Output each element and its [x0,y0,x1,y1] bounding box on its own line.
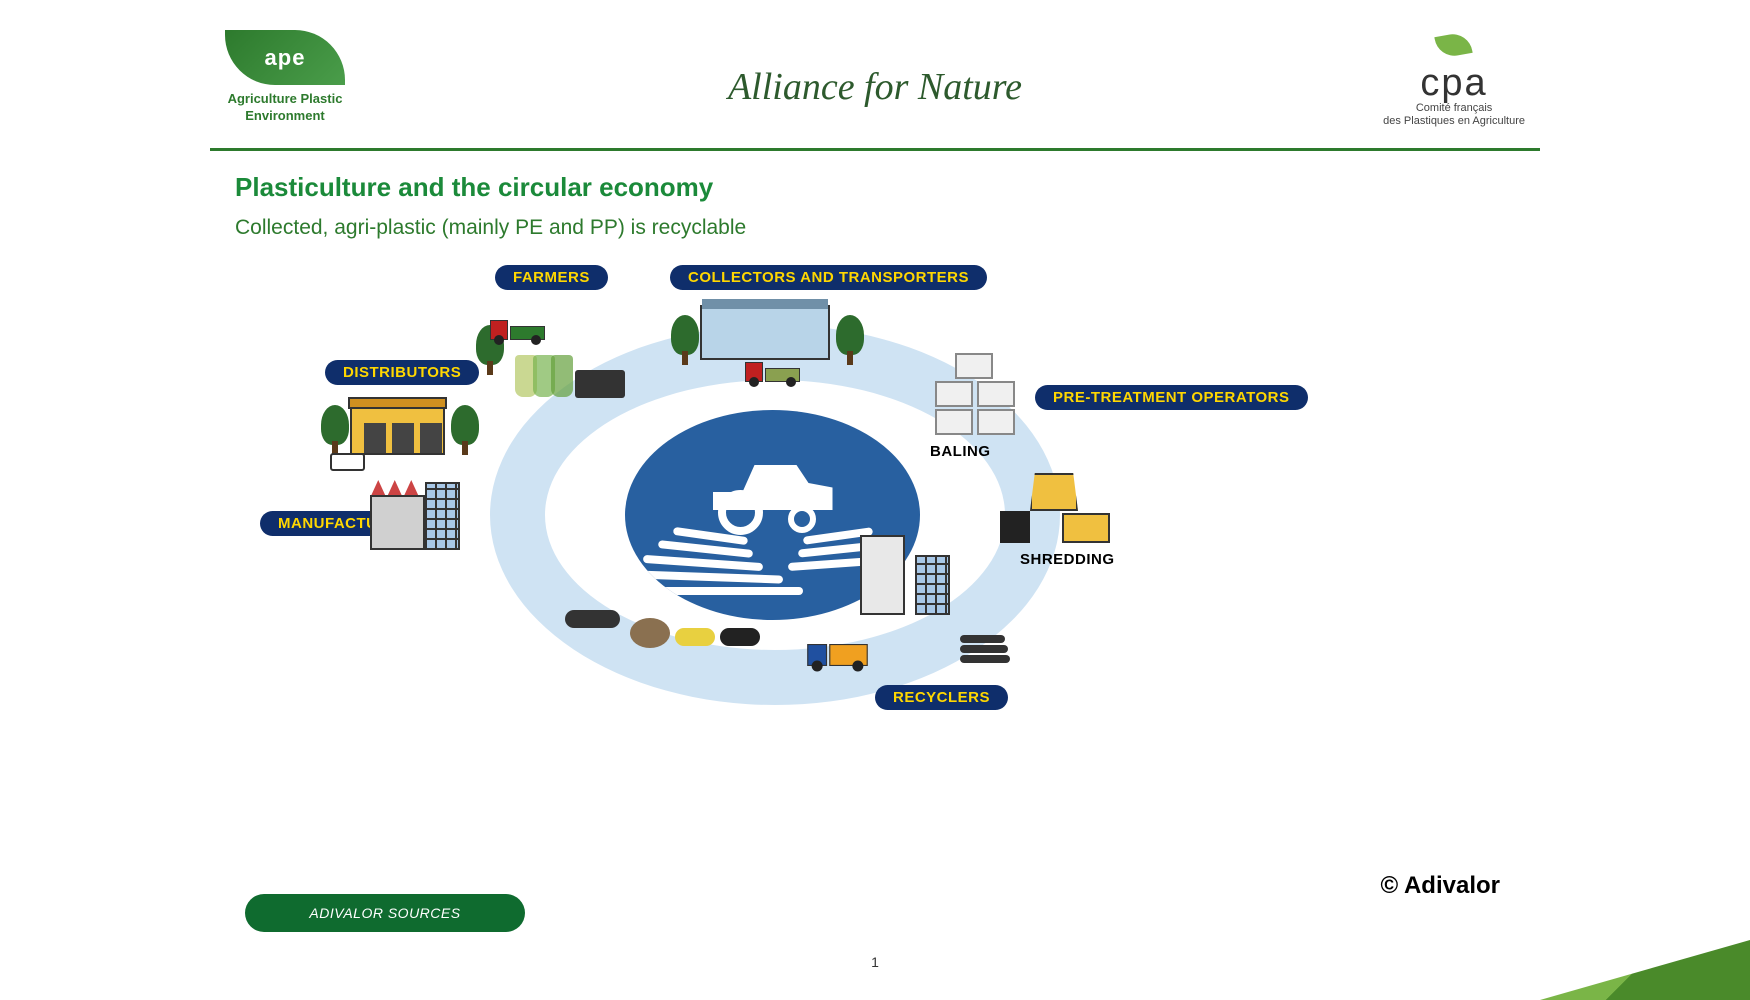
source-pill: ADIVALOR SOURCES [245,894,525,932]
ape-sub-1: Agriculture Plastic [225,91,345,108]
cpa-logo: cpa Comité français des Plastiques en Ag… [1383,30,1525,128]
page-number: 1 [871,954,879,970]
copyright: © Adivalor [1381,872,1500,900]
farmers-icon [480,300,535,330]
cpa-leaf-icon [1424,30,1484,60]
node-label-recyclers: RECYCLERS [875,685,1008,710]
node-label-distributors: DISTRIBUTORS [325,360,479,385]
ape-logo-text: ape [265,45,306,71]
node-label-pretreat: PRE-TREATMENT OPERATORS [1035,385,1308,410]
ape-sub-2: Environment [225,108,345,125]
baling-icon [935,350,1025,435]
shredding-icon [1000,473,1110,543]
node-label-collectors: COLLECTORS AND TRANSPORTERS [670,265,987,290]
slide-header: ape Agriculture Plastic Environment Alli… [0,0,1750,150]
corner-accent [1450,940,1750,1000]
cpa-sub-2: des Plastiques en Agriculture [1383,115,1525,128]
header-divider [210,148,1540,151]
ape-leaf-icon: ape [225,30,345,85]
circular-economy-diagram: FARMERS COLLECTORS AND TRANSPORTERS [280,255,1280,735]
header-title: Alliance for Nature [728,65,1022,109]
cpa-logo-text: cpa [1383,64,1525,102]
manufacturers-icon [370,490,460,550]
cpa-sub-1: Comité français [1383,102,1525,115]
process-baling: BALING [930,443,991,460]
slide-title: Plasticulture and the circular economy [235,172,713,203]
slide-subtitle: Collected, agri-plastic (mainly PE and P… [235,216,746,240]
process-shredding: SHREDDING [1020,551,1115,568]
node-label-farmers: FARMERS [495,265,608,290]
recycled-products-icon [575,610,645,645]
ape-logo: ape Agriculture Plastic Environment [225,30,345,125]
